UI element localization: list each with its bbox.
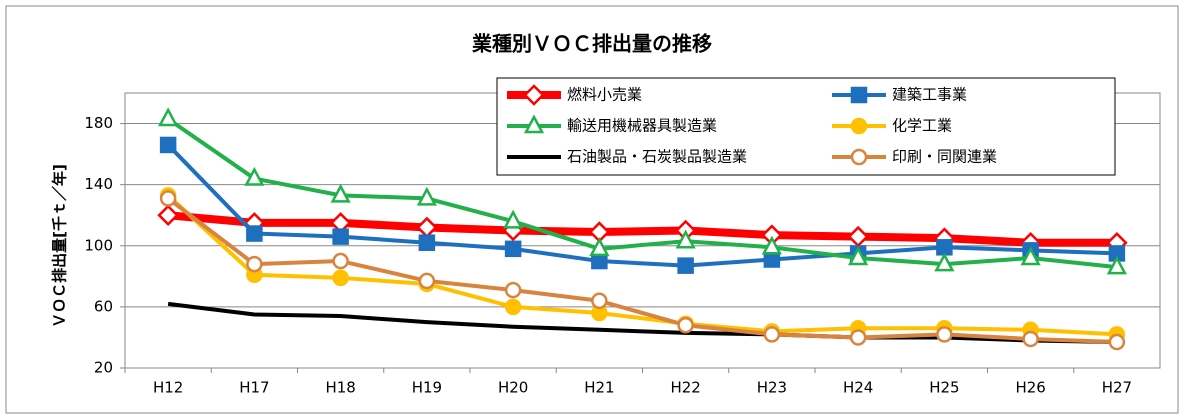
marker — [936, 239, 953, 256]
marker — [523, 114, 545, 134]
x-tick-label: H17 — [239, 379, 269, 397]
y-tick-label: 180 — [84, 114, 113, 132]
marker — [589, 237, 610, 257]
marker — [677, 257, 694, 274]
y-tick-label: 100 — [84, 236, 113, 254]
legend-label: 輸送用機械器具製造業 — [567, 117, 717, 135]
legend-box — [496, 77, 1116, 176]
y-tick-label: 140 — [84, 175, 113, 193]
legend-label: 印刷・同関連業 — [892, 148, 997, 166]
series-line — [167, 211, 1117, 247]
x-tick-label: H25 — [929, 379, 959, 397]
x-tick-label: H20 — [498, 379, 528, 397]
marker — [332, 269, 349, 287]
marker — [157, 204, 179, 226]
marker — [418, 272, 436, 290]
marker — [504, 240, 522, 258]
series-line — [166, 193, 1117, 337]
series-line — [166, 143, 1117, 268]
legend-label: 石油製品・石炭製品製造業 — [567, 148, 747, 166]
marker — [936, 326, 953, 343]
marker — [504, 298, 522, 316]
x-tick-label: H12 — [153, 379, 183, 397]
x-tick-label: H21 — [584, 379, 614, 397]
marker — [850, 117, 868, 135]
marker — [677, 316, 694, 334]
marker — [763, 251, 781, 268]
legend-label: 化学工業 — [892, 117, 952, 135]
marker — [591, 252, 608, 270]
legend-label: 燃料小売業 — [567, 86, 642, 104]
x-tick-label: H27 — [1102, 379, 1132, 397]
marker — [523, 84, 545, 106]
marker — [934, 252, 955, 272]
x-tick-label: H24 — [843, 379, 873, 397]
marker — [246, 255, 263, 273]
marker — [675, 229, 696, 249]
y-tick-label: 60 — [94, 297, 113, 315]
chart-border — [5, 5, 1179, 414]
marker — [1108, 333, 1126, 351]
marker — [330, 183, 351, 203]
marker — [332, 252, 349, 270]
marker — [504, 281, 522, 299]
marker — [158, 107, 179, 127]
marker — [850, 86, 868, 104]
marker — [159, 136, 177, 154]
marker — [503, 209, 524, 229]
y-tick-label: 20 — [94, 359, 113, 377]
x-tick-label: H22 — [670, 379, 700, 397]
marker — [159, 190, 177, 207]
y-axis-label: ＶＯＣ排出量[千ｔ／年] — [51, 164, 69, 328]
x-tick-label: H18 — [325, 379, 355, 397]
marker — [416, 186, 437, 206]
marker — [761, 235, 782, 255]
marker — [848, 246, 869, 266]
marker — [763, 326, 781, 343]
marker — [1022, 330, 1039, 348]
x-tick-label: H19 — [412, 379, 442, 397]
marker — [850, 148, 868, 166]
legend-label: 建築工事業 — [892, 86, 967, 104]
marker — [849, 329, 867, 346]
marker — [591, 292, 608, 310]
chart-title: 業種別ＶＯＣ排出量の推移 — [472, 32, 712, 56]
series-line — [166, 196, 1117, 345]
marker — [244, 166, 265, 186]
marker — [1020, 246, 1041, 266]
marker — [246, 225, 263, 242]
x-tick-label: H26 — [1015, 379, 1045, 397]
marker — [332, 228, 349, 245]
x-tick-label: H23 — [757, 379, 787, 397]
series-line — [166, 117, 1118, 270]
marker — [418, 234, 436, 251]
marker — [1106, 255, 1127, 275]
series-line — [167, 301, 1117, 345]
